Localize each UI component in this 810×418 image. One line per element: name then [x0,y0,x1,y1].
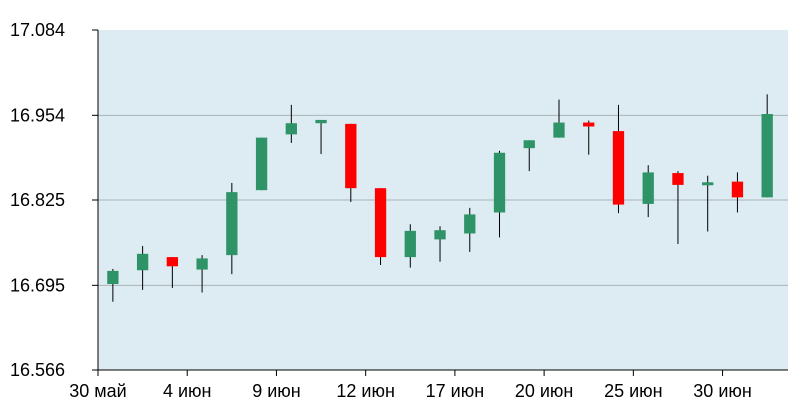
candle-body-up [642,172,654,204]
candle-body-down [345,123,357,189]
x-tick-label: 9 июн [252,381,301,401]
candle-body-down [166,257,179,267]
candle-body-down [731,181,744,198]
candle-body-up [255,137,268,191]
x-axis-tick-labels: 30 май 4 июн 9 июн 12 июн 17 июн 20 июн 25 июн… [69,381,752,401]
candle-body-up [493,152,506,213]
candle-body-down [583,122,595,127]
y-tick-label: 16.954 [10,105,65,125]
candle-body-up [226,192,238,256]
gridlines [92,29,788,371]
candle-body-up [196,258,208,270]
candle-body-up [434,230,446,240]
y-tick-label: 16.566 [10,360,65,380]
candle-body-up [553,122,565,138]
x-tick-label: 30 июн [693,381,752,401]
candle-body-down [672,173,684,185]
candle-body-up [315,119,327,124]
candle-body-up [285,123,297,135]
candle-body-up [136,253,149,271]
candle-body-down [612,131,625,205]
candle-body-up [523,140,535,149]
y-tick-label: 17.084 [10,20,65,40]
candle-body-up [404,230,416,258]
candle-body-up [464,214,476,234]
candle-body-down [374,188,387,258]
y-axis-tick-labels: 17.084 16.954 16.825 16.695 16.566 [10,20,65,380]
candle-bodies [107,114,773,285]
x-tick-label: 4 июн [163,381,212,401]
x-tick-label: 20 июн [515,381,574,401]
axes [97,30,788,376]
x-tick-label: 12 июн [336,381,395,401]
candle-body-up [107,270,119,285]
y-tick-label: 16.695 [10,275,65,295]
x-tick-label: 25 июн [604,381,663,401]
candle-body-up [702,182,714,186]
candle-body-up [761,114,773,198]
x-tick-label: 17 июн [426,381,485,401]
y-tick-label: 16.825 [10,190,65,210]
x-tick-label: 30 май [69,381,126,401]
